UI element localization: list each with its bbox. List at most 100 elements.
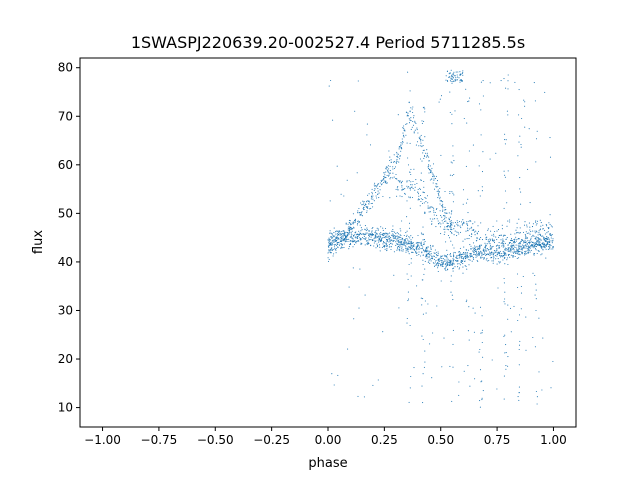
scatter-point xyxy=(380,179,382,181)
scatter-point xyxy=(372,195,374,197)
scatter-point xyxy=(335,237,337,239)
scatter-point xyxy=(452,366,454,368)
scatter-point xyxy=(369,208,371,210)
scatter-point xyxy=(505,87,507,89)
scatter-point xyxy=(329,200,331,202)
scatter-point xyxy=(404,192,406,194)
scatter-point xyxy=(515,236,517,238)
scatter-point xyxy=(536,240,538,242)
scatter-point xyxy=(525,231,527,233)
scatter-point xyxy=(443,233,445,235)
scatter-point xyxy=(519,177,521,179)
scatter-point xyxy=(351,237,353,239)
scatter-point xyxy=(329,249,331,251)
scatter-point xyxy=(463,256,465,258)
scatter-point xyxy=(440,215,442,217)
scatter-point xyxy=(359,213,361,216)
scatter-point xyxy=(440,265,442,267)
scatter-point xyxy=(382,179,384,181)
scatter-point xyxy=(416,285,418,287)
scatter-point xyxy=(351,227,353,229)
scatter-point xyxy=(509,221,511,223)
scatter-point xyxy=(485,236,487,238)
scatter-point xyxy=(437,189,439,191)
scatter-point xyxy=(409,90,411,92)
scatter-point xyxy=(530,249,532,251)
scatter-point xyxy=(507,80,509,82)
scatter-point xyxy=(355,242,357,244)
scatter-point xyxy=(510,254,512,256)
scatter-point xyxy=(370,198,372,200)
scatter-point xyxy=(336,242,338,244)
scatter-point xyxy=(523,242,525,244)
scatter-point xyxy=(491,253,493,255)
scatter-point xyxy=(485,248,487,250)
scatter-point xyxy=(340,239,342,241)
scatter-point xyxy=(477,225,479,227)
scatter-point xyxy=(372,238,374,241)
scatter-point xyxy=(459,264,461,266)
scatter-point xyxy=(419,187,421,189)
scatter-point xyxy=(488,242,490,244)
scatter-point xyxy=(401,196,403,198)
scatter-point xyxy=(518,246,520,248)
scatter-point xyxy=(420,179,422,181)
scatter-point xyxy=(526,243,528,245)
scatter-point xyxy=(488,251,491,253)
scatter-point xyxy=(481,329,483,331)
scatter-point xyxy=(431,172,433,174)
scatter-point xyxy=(407,112,409,114)
scatter-point xyxy=(524,251,526,253)
scatter-point xyxy=(437,264,439,266)
scatter-point xyxy=(370,238,372,241)
scatter-point xyxy=(503,252,505,254)
scatter-point xyxy=(338,238,340,240)
scatter-point xyxy=(536,239,538,241)
scatter-point xyxy=(372,198,374,200)
scatter-point xyxy=(417,248,419,250)
scatter-point xyxy=(535,220,537,222)
scatter-point xyxy=(492,253,495,255)
scatter-point xyxy=(424,260,426,262)
scatter-point xyxy=(526,237,528,239)
scatter-point xyxy=(436,262,438,264)
scatter-point xyxy=(534,242,536,244)
scatter-point xyxy=(439,187,441,189)
scatter-point xyxy=(418,246,421,248)
scatter-point xyxy=(450,226,452,228)
scatter-point xyxy=(448,212,450,214)
scatter-point xyxy=(452,253,455,255)
scatter-point xyxy=(333,253,335,255)
scatter-point xyxy=(409,142,411,144)
scatter-point xyxy=(341,240,343,242)
scatter-point xyxy=(486,253,488,255)
scatter-point xyxy=(505,368,507,370)
scatter-point xyxy=(364,228,366,230)
scatter-point xyxy=(447,269,449,271)
scatter-point xyxy=(483,250,485,252)
scatter-point xyxy=(360,230,362,232)
scatter-point xyxy=(445,212,447,214)
scatter-point xyxy=(393,167,396,169)
scatter-point xyxy=(538,250,540,252)
scatter-point xyxy=(445,220,447,222)
scatter-point xyxy=(385,182,387,184)
scatter-point xyxy=(384,235,387,237)
scatter-point xyxy=(517,231,519,233)
scatter-point xyxy=(518,257,520,259)
scatter-point xyxy=(552,248,554,250)
scatter-point xyxy=(448,218,450,220)
scatter-point xyxy=(522,275,524,278)
scatter-point xyxy=(513,239,515,241)
scatter-point xyxy=(331,249,333,251)
scatter-point xyxy=(459,80,461,82)
scatter-point xyxy=(393,251,395,253)
scatter-point xyxy=(446,263,448,265)
scatter-point xyxy=(457,221,459,224)
scatter-point xyxy=(421,233,423,235)
scatter-point xyxy=(406,248,408,250)
scatter-point xyxy=(449,261,451,264)
scatter-point xyxy=(396,187,398,189)
scatter-point xyxy=(527,240,529,242)
scatter-point xyxy=(455,256,457,258)
